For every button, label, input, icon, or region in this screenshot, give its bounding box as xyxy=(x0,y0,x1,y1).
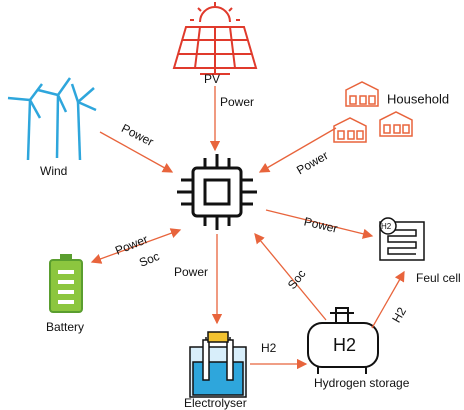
icon-text: H2 xyxy=(333,335,356,355)
edge-label: H2 xyxy=(389,305,409,326)
wind-icon xyxy=(7,77,97,161)
edge-label: H2 xyxy=(261,341,277,355)
electrolyser-icon xyxy=(189,331,247,398)
fuelcell-icon xyxy=(379,217,425,261)
node-label: Feul cell xyxy=(416,271,461,285)
node-label: Hydrogen storage xyxy=(314,376,410,390)
edge-arrow xyxy=(254,232,327,321)
household-icon xyxy=(333,81,413,143)
edge-arrow xyxy=(90,228,182,264)
edge-label: Power xyxy=(303,214,339,235)
edge-arrow xyxy=(258,127,337,173)
edge-label: Power xyxy=(174,265,208,279)
node-label: Wind xyxy=(40,164,67,178)
edge-arrow xyxy=(99,131,174,173)
battery-icon xyxy=(49,254,83,313)
edge-arrow xyxy=(265,209,374,239)
edge-label: Soc xyxy=(137,249,161,270)
node-label: Household xyxy=(387,91,449,106)
edge-label: Power xyxy=(220,95,254,109)
pv-icon xyxy=(172,2,258,75)
controller-icon xyxy=(177,154,257,230)
edge-label: Power xyxy=(119,121,156,149)
edge-label: Power xyxy=(294,148,330,177)
node-label: Electrolyser xyxy=(184,396,247,410)
edge-arrow xyxy=(371,270,405,329)
storage-icon xyxy=(307,307,379,374)
edge-label: Soc xyxy=(285,267,309,292)
node-label: Battery xyxy=(46,320,84,334)
icon-text: H2 xyxy=(381,222,392,231)
node-label: PV xyxy=(204,72,220,86)
